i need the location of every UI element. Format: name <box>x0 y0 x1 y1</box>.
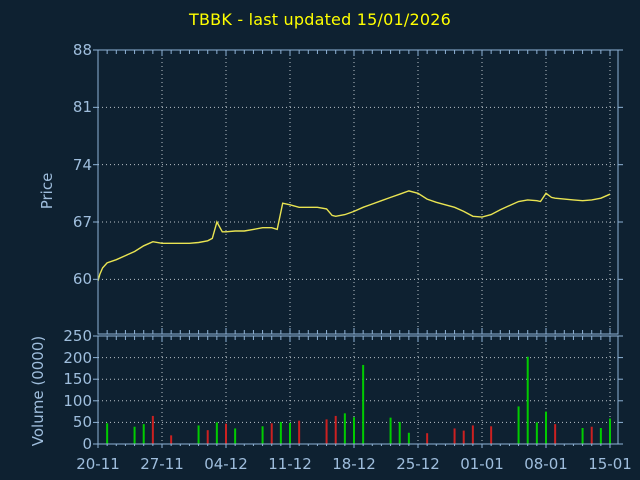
volume-tick-label: 150 <box>63 370 92 389</box>
price-tick-label: 60 <box>72 270 92 289</box>
volume-tick-label: 250 <box>63 327 92 345</box>
date-tick-label: 15-01 <box>588 455 632 473</box>
date-tick-label: 04-12 <box>204 455 248 473</box>
date-tick-label: 20-11 <box>76 455 120 473</box>
date-tick-label: 27-11 <box>140 455 184 473</box>
volume-tick-label: 0 <box>82 435 92 453</box>
price-tick-label: 67 <box>72 213 92 231</box>
date-tick-label: 11-12 <box>268 455 312 473</box>
volume-tick-label: 200 <box>63 348 92 367</box>
chart-title: TBBK - last updated 15/01/2026 <box>189 10 451 29</box>
price-tick-label: 88 <box>72 41 92 59</box>
date-tick-label: 18-12 <box>332 455 376 473</box>
date-tick-label: 01-01 <box>460 455 504 473</box>
volume-tick-label: 100 <box>63 391 92 410</box>
date-tick-label: 08-01 <box>524 455 568 473</box>
price-tick-label: 74 <box>72 155 92 174</box>
date-tick-label: 25-12 <box>396 455 440 473</box>
volume-tick-label: 50 <box>72 413 92 432</box>
price-tick-label: 81 <box>72 98 92 117</box>
